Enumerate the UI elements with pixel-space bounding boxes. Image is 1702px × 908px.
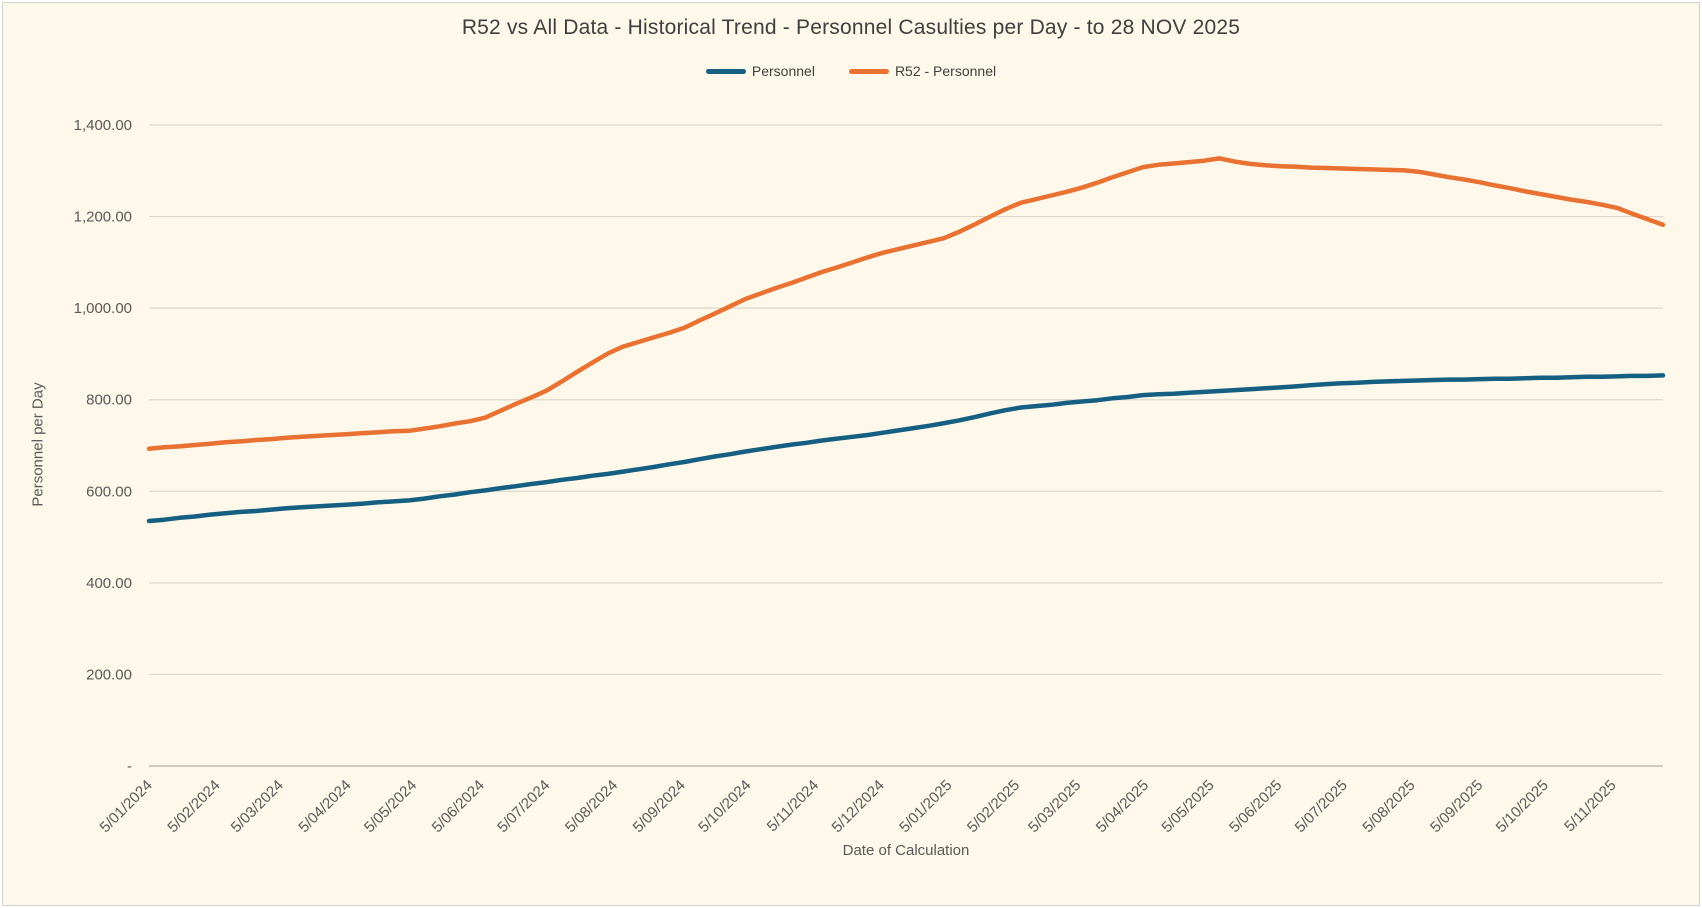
- x-tick-label: 5/08/2025: [1359, 777, 1418, 836]
- x-tick-label: 5/04/2024: [295, 777, 354, 836]
- legend-label-personnel: Personnel: [751, 63, 815, 79]
- y-tick-label: 1,000.00: [74, 300, 132, 317]
- y-tick-labels: 1,400.00 1,200.00 1,000.00 800.00 600.00 400.…: [74, 117, 132, 775]
- x-tick-label: 5/05/2024: [361, 777, 420, 836]
- x-tick-label: 5/05/2025: [1158, 777, 1217, 836]
- x-tick-label: 5/10/2025: [1493, 777, 1552, 836]
- x-axis-title: Date of Calculation: [842, 842, 970, 859]
- legend-item-personnel: Personnel: [705, 63, 815, 79]
- y-tick-label: 600.00: [86, 483, 132, 500]
- y-gridlines: [149, 124, 1663, 676]
- x-tick-label: 5/02/2024: [164, 777, 223, 836]
- y-tick-label: 1,400.00: [74, 117, 132, 134]
- r52-personnel-line-swatch: [848, 68, 889, 74]
- y-axis-title: Personnel per Day: [29, 382, 47, 507]
- legend-item-r52-personnel: R52 - Personnel: [848, 63, 997, 79]
- x-tick-label: 5/09/2025: [1427, 777, 1486, 836]
- personnel-line-swatch: [705, 68, 746, 74]
- y-tick-label: 800.00: [86, 392, 132, 409]
- x-tick-label: 5/02/2025: [964, 777, 1023, 836]
- x-tick-label: 5/12/2024: [828, 777, 887, 836]
- x-tick-label: 5/11/2024: [764, 777, 822, 835]
- legend: Personnel R52 - Personnel: [0, 63, 1702, 79]
- x-tick-label: 5/01/2025: [896, 777, 955, 836]
- x-tick-label: 5/10/2024: [695, 777, 754, 836]
- x-tick-label: 5/01/2024: [97, 777, 156, 836]
- x-tick-label: 5/03/2025: [1025, 777, 1084, 836]
- x-tick-label: 5/06/2024: [429, 777, 488, 836]
- x-tick-label: 5/07/2024: [494, 777, 553, 836]
- chart-title: R52 vs All Data - Historical Trend - Per…: [461, 16, 1241, 39]
- r52-personnel-line: [146, 156, 1666, 451]
- y-tick-label: 400.00: [86, 575, 132, 592]
- x-tick-label: 5/06/2025: [1226, 777, 1285, 836]
- x-tick-labels: 5/01/2024 5/02/2024 5/03/2024 5/04/2024 5/05…: [97, 777, 1620, 836]
- y-tick-label: 200.00: [86, 666, 132, 683]
- y-tick-label: -: [127, 758, 132, 775]
- legend-label-r52-personnel: R52 - Personnel: [894, 63, 997, 79]
- x-tick-label: 5/11/2025: [1561, 777, 1619, 835]
- x-tick-label: 5/09/2024: [630, 777, 689, 836]
- personnel-line: [146, 373, 1666, 524]
- x-tick-label: 5/07/2025: [1292, 777, 1351, 836]
- x-tick-label: 5/03/2024: [228, 777, 287, 836]
- y-tick-label: 1,200.00: [74, 209, 132, 226]
- x-tick-label: 5/04/2025: [1093, 777, 1152, 836]
- x-tick-label: 5/08/2024: [562, 777, 621, 836]
